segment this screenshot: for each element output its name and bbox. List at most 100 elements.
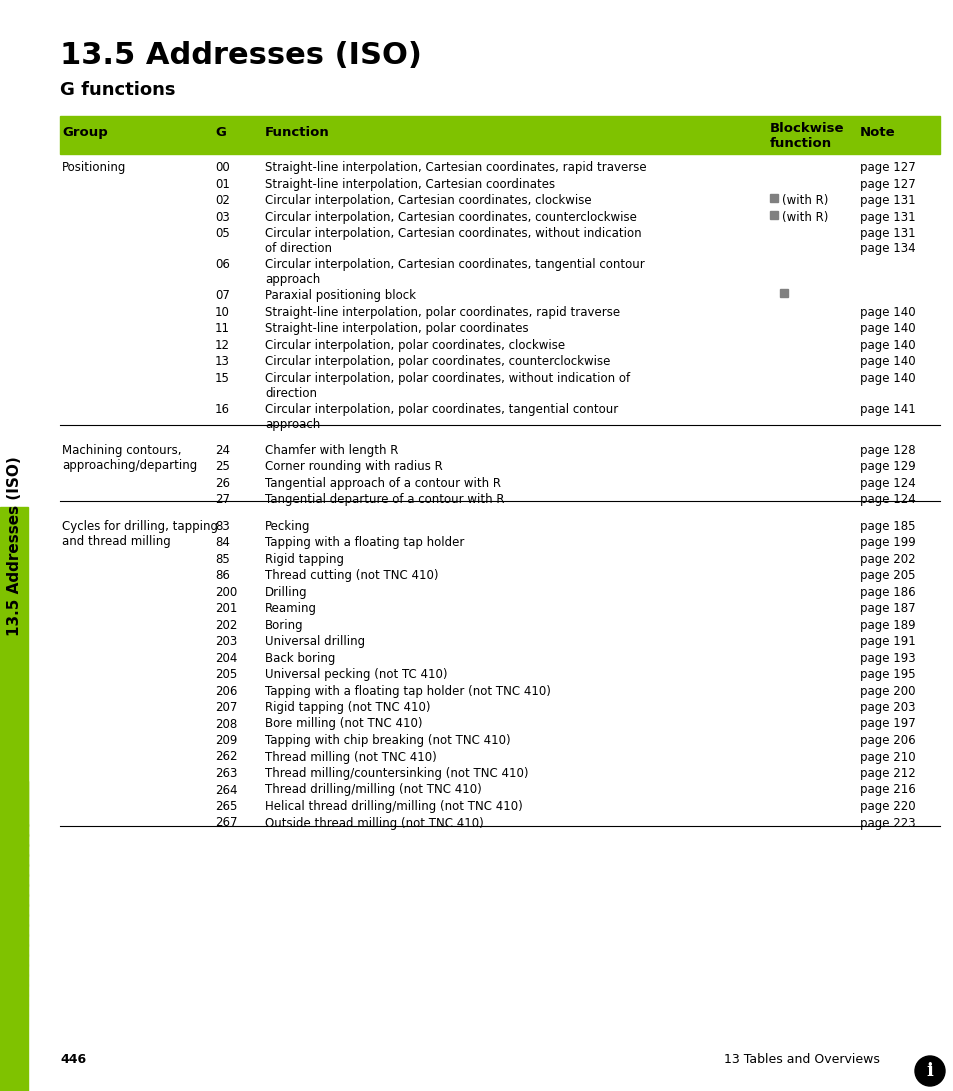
Bar xyxy=(0,954,28,966)
Text: Thread drilling/milling (not TNC 410): Thread drilling/milling (not TNC 410) xyxy=(265,783,481,796)
Text: Bore milling (not TNC 410): Bore milling (not TNC 410) xyxy=(265,718,422,731)
Text: page 187: page 187 xyxy=(859,602,915,615)
Text: Helical thread drilling/milling (not TNC 410): Helical thread drilling/milling (not TNC… xyxy=(265,800,522,813)
Text: page 212: page 212 xyxy=(859,767,915,780)
Text: 02: 02 xyxy=(214,194,230,207)
Text: Straight-line interpolation, polar coordinates, rapid traverse: Straight-line interpolation, polar coord… xyxy=(265,305,619,319)
Text: 264: 264 xyxy=(214,783,237,796)
Bar xyxy=(0,974,28,986)
Text: Circular interpolation, Cartesian coordinates, clockwise: Circular interpolation, Cartesian coordi… xyxy=(265,194,591,207)
Text: 204: 204 xyxy=(214,651,237,664)
Text: page 205: page 205 xyxy=(859,570,915,582)
Bar xyxy=(0,1014,28,1026)
Text: 13: 13 xyxy=(214,355,230,368)
Text: Straight-line interpolation, Cartesian coordinates, rapid traverse: Straight-line interpolation, Cartesian c… xyxy=(265,161,646,173)
Text: Circular interpolation, Cartesian coordinates, tangential contour
approach: Circular interpolation, Cartesian coordi… xyxy=(265,257,644,286)
Text: 13.5 Addresses (ISO): 13.5 Addresses (ISO) xyxy=(7,456,22,636)
Text: 205: 205 xyxy=(214,668,237,681)
Text: Outside thread milling (not TNC 410): Outside thread milling (not TNC 410) xyxy=(265,816,483,829)
Text: page 140: page 140 xyxy=(859,305,915,319)
Text: G functions: G functions xyxy=(60,81,175,99)
Text: page 223: page 223 xyxy=(859,816,915,829)
Text: Circular interpolation, polar coordinates, counterclockwise: Circular interpolation, polar coordinate… xyxy=(265,355,610,368)
Text: Circular interpolation, polar coordinates, tangential contour
approach: Circular interpolation, polar coordinate… xyxy=(265,403,618,431)
Text: Machining contours,
approaching/departing: Machining contours, approaching/departin… xyxy=(62,444,197,471)
Bar xyxy=(769,194,778,202)
Text: 83: 83 xyxy=(214,519,230,532)
Text: Back boring: Back boring xyxy=(265,651,335,664)
Text: Blockwise
function: Blockwise function xyxy=(769,122,843,149)
Text: page 220: page 220 xyxy=(859,800,915,813)
Text: page 185: page 185 xyxy=(859,519,915,532)
Text: 27: 27 xyxy=(214,493,230,506)
Text: page 127: page 127 xyxy=(859,178,915,191)
Bar xyxy=(0,864,28,876)
Text: 206: 206 xyxy=(214,684,237,697)
Text: page 202: page 202 xyxy=(859,552,915,565)
Text: 03: 03 xyxy=(214,211,230,224)
Text: Universal drilling: Universal drilling xyxy=(265,635,365,648)
Text: 446: 446 xyxy=(60,1053,86,1066)
Bar xyxy=(0,964,28,976)
Bar xyxy=(0,924,28,936)
Text: page 199: page 199 xyxy=(859,536,915,549)
Text: 86: 86 xyxy=(214,570,230,582)
Bar xyxy=(0,506,28,826)
Bar xyxy=(0,874,28,886)
Bar xyxy=(0,781,28,1091)
Text: Chamfer with length R: Chamfer with length R xyxy=(265,444,398,456)
Bar xyxy=(60,116,939,154)
Text: Tangential departure of a contour with R: Tangential departure of a contour with R xyxy=(265,493,504,506)
Text: 202: 202 xyxy=(214,619,237,632)
Text: Tapping with a floating tap holder (not TNC 410): Tapping with a floating tap holder (not … xyxy=(265,684,550,697)
Text: Boring: Boring xyxy=(265,619,303,632)
Text: 16: 16 xyxy=(214,403,230,416)
Text: page 191: page 191 xyxy=(859,635,915,648)
Text: 203: 203 xyxy=(214,635,237,648)
Text: page 131: page 131 xyxy=(859,194,915,207)
Bar xyxy=(0,934,28,946)
Text: page 195: page 195 xyxy=(859,668,915,681)
Bar xyxy=(0,1004,28,1016)
Text: Straight-line interpolation, polar coordinates: Straight-line interpolation, polar coord… xyxy=(265,322,528,335)
Text: 265: 265 xyxy=(214,800,237,813)
Text: page 186: page 186 xyxy=(859,586,915,599)
Text: 263: 263 xyxy=(214,767,237,780)
Text: 85: 85 xyxy=(214,552,230,565)
Text: Circular interpolation, Cartesian coordinates, counterclockwise: Circular interpolation, Cartesian coordi… xyxy=(265,211,637,224)
Text: page 124: page 124 xyxy=(859,477,915,490)
Text: page 140: page 140 xyxy=(859,322,915,335)
Bar xyxy=(0,994,28,1006)
Text: 13.5 Addresses (ISO): 13.5 Addresses (ISO) xyxy=(60,41,421,70)
Bar xyxy=(780,289,787,297)
Text: 200: 200 xyxy=(214,586,237,599)
Text: page 129: page 129 xyxy=(859,460,915,473)
Text: Circular interpolation, polar coordinates, without indication of
direction: Circular interpolation, polar coordinate… xyxy=(265,372,630,399)
Text: page 140: page 140 xyxy=(859,338,915,351)
Text: 201: 201 xyxy=(214,602,237,615)
Text: Group: Group xyxy=(62,125,108,139)
Text: Paraxial positioning block: Paraxial positioning block xyxy=(265,289,416,302)
Bar xyxy=(0,834,28,846)
Bar xyxy=(0,904,28,916)
Text: 10: 10 xyxy=(214,305,230,319)
Text: Tangential approach of a contour with R: Tangential approach of a contour with R xyxy=(265,477,500,490)
Text: G: G xyxy=(214,125,226,139)
Text: page 131: page 131 xyxy=(859,211,915,224)
Text: Thread cutting (not TNC 410): Thread cutting (not TNC 410) xyxy=(265,570,438,582)
Text: page 124: page 124 xyxy=(859,493,915,506)
Text: Universal pecking (not TC 410): Universal pecking (not TC 410) xyxy=(265,668,447,681)
Text: Pecking: Pecking xyxy=(265,519,310,532)
Text: page 200: page 200 xyxy=(859,684,915,697)
Text: page 128: page 128 xyxy=(859,444,915,456)
Text: page 197: page 197 xyxy=(859,718,915,731)
Text: Circular interpolation, Cartesian coordinates, without indication
of direction: Circular interpolation, Cartesian coordi… xyxy=(265,227,641,255)
Text: Thread milling/countersinking (not TNC 410): Thread milling/countersinking (not TNC 4… xyxy=(265,767,528,780)
Bar xyxy=(0,844,28,856)
Text: 01: 01 xyxy=(214,178,230,191)
Text: page 140: page 140 xyxy=(859,372,915,384)
Text: Tapping with a floating tap holder: Tapping with a floating tap holder xyxy=(265,536,464,549)
Text: Rigid tapping (not TNC 410): Rigid tapping (not TNC 410) xyxy=(265,702,430,714)
Text: 262: 262 xyxy=(214,751,237,764)
Text: 05: 05 xyxy=(214,227,230,240)
